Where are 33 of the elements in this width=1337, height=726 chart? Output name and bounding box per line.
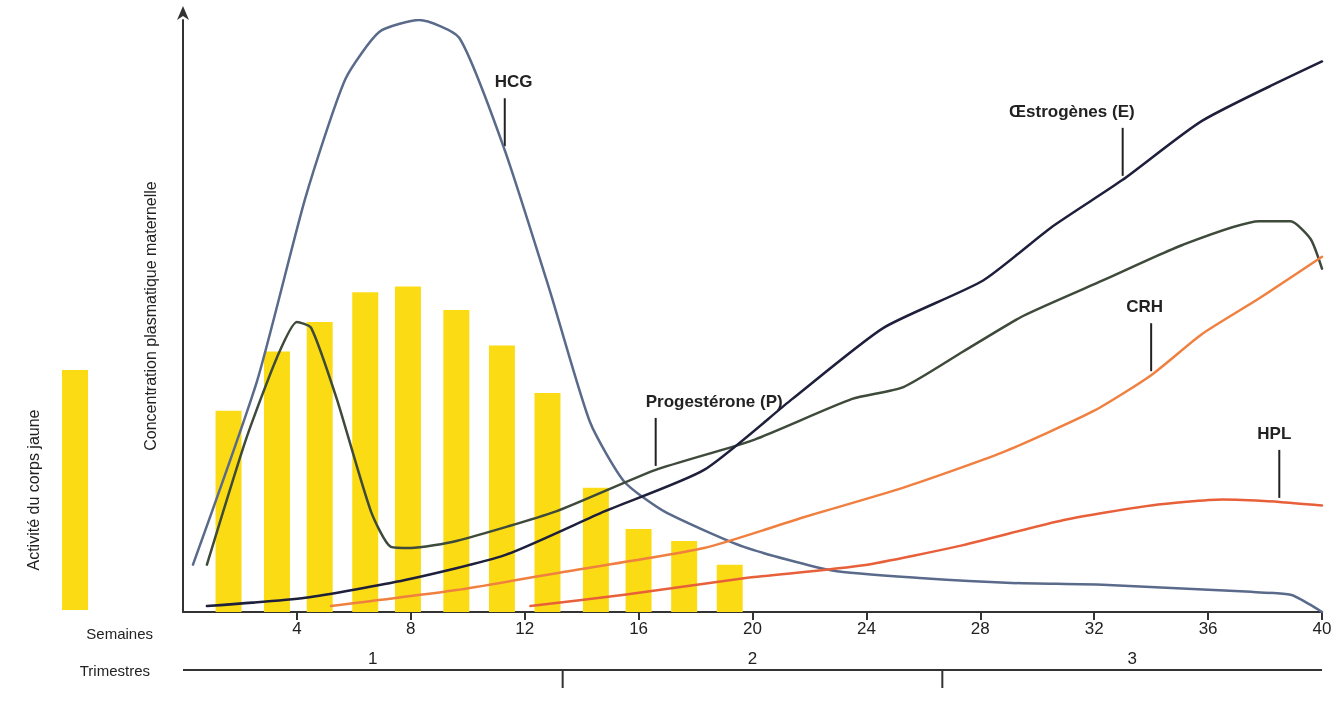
- x-tick-label: 20: [743, 619, 762, 638]
- x-tick-label: 40: [1312, 619, 1332, 638]
- text: 1: [368, 649, 378, 668]
- x-axis-title: Semaines: [86, 625, 153, 642]
- x-tick-label: 36: [1198, 619, 1218, 638]
- y-axis-title: Concentration plasmatique maternelle: [141, 181, 159, 451]
- x-tick-label: 28: [970, 619, 990, 638]
- bar: [582, 487, 609, 612]
- bar: [263, 351, 290, 612]
- bar: [671, 540, 698, 612]
- annotation: HCG: [494, 72, 533, 92]
- bar: [625, 529, 652, 612]
- bar: [443, 310, 470, 612]
- text: Activité du corps jaune: [25, 409, 43, 571]
- annotation: HPL: [1257, 423, 1292, 443]
- annotation: Œstrogènes (E): [1009, 101, 1135, 121]
- text: 2: [747, 649, 758, 668]
- text: 3: [1127, 649, 1137, 668]
- bar: [716, 564, 743, 612]
- annotation: CRH: [1126, 297, 1164, 317]
- x-tick-label: 24: [856, 619, 876, 638]
- bar: [394, 286, 421, 612]
- annotation: Progestérone (P): [645, 391, 783, 411]
- bar: [306, 321, 333, 612]
- x-tick-label: 4: [292, 619, 302, 638]
- text: Trimestres: [79, 661, 150, 679]
- bar: [534, 392, 561, 612]
- x-tick-label: 8: [406, 619, 416, 638]
- bar: [352, 292, 379, 612]
- x-tick-label: 12: [515, 619, 535, 638]
- bar: [488, 345, 515, 612]
- x-tick-label: 32: [1084, 619, 1104, 638]
- x-tick-label: 16: [629, 619, 649, 638]
